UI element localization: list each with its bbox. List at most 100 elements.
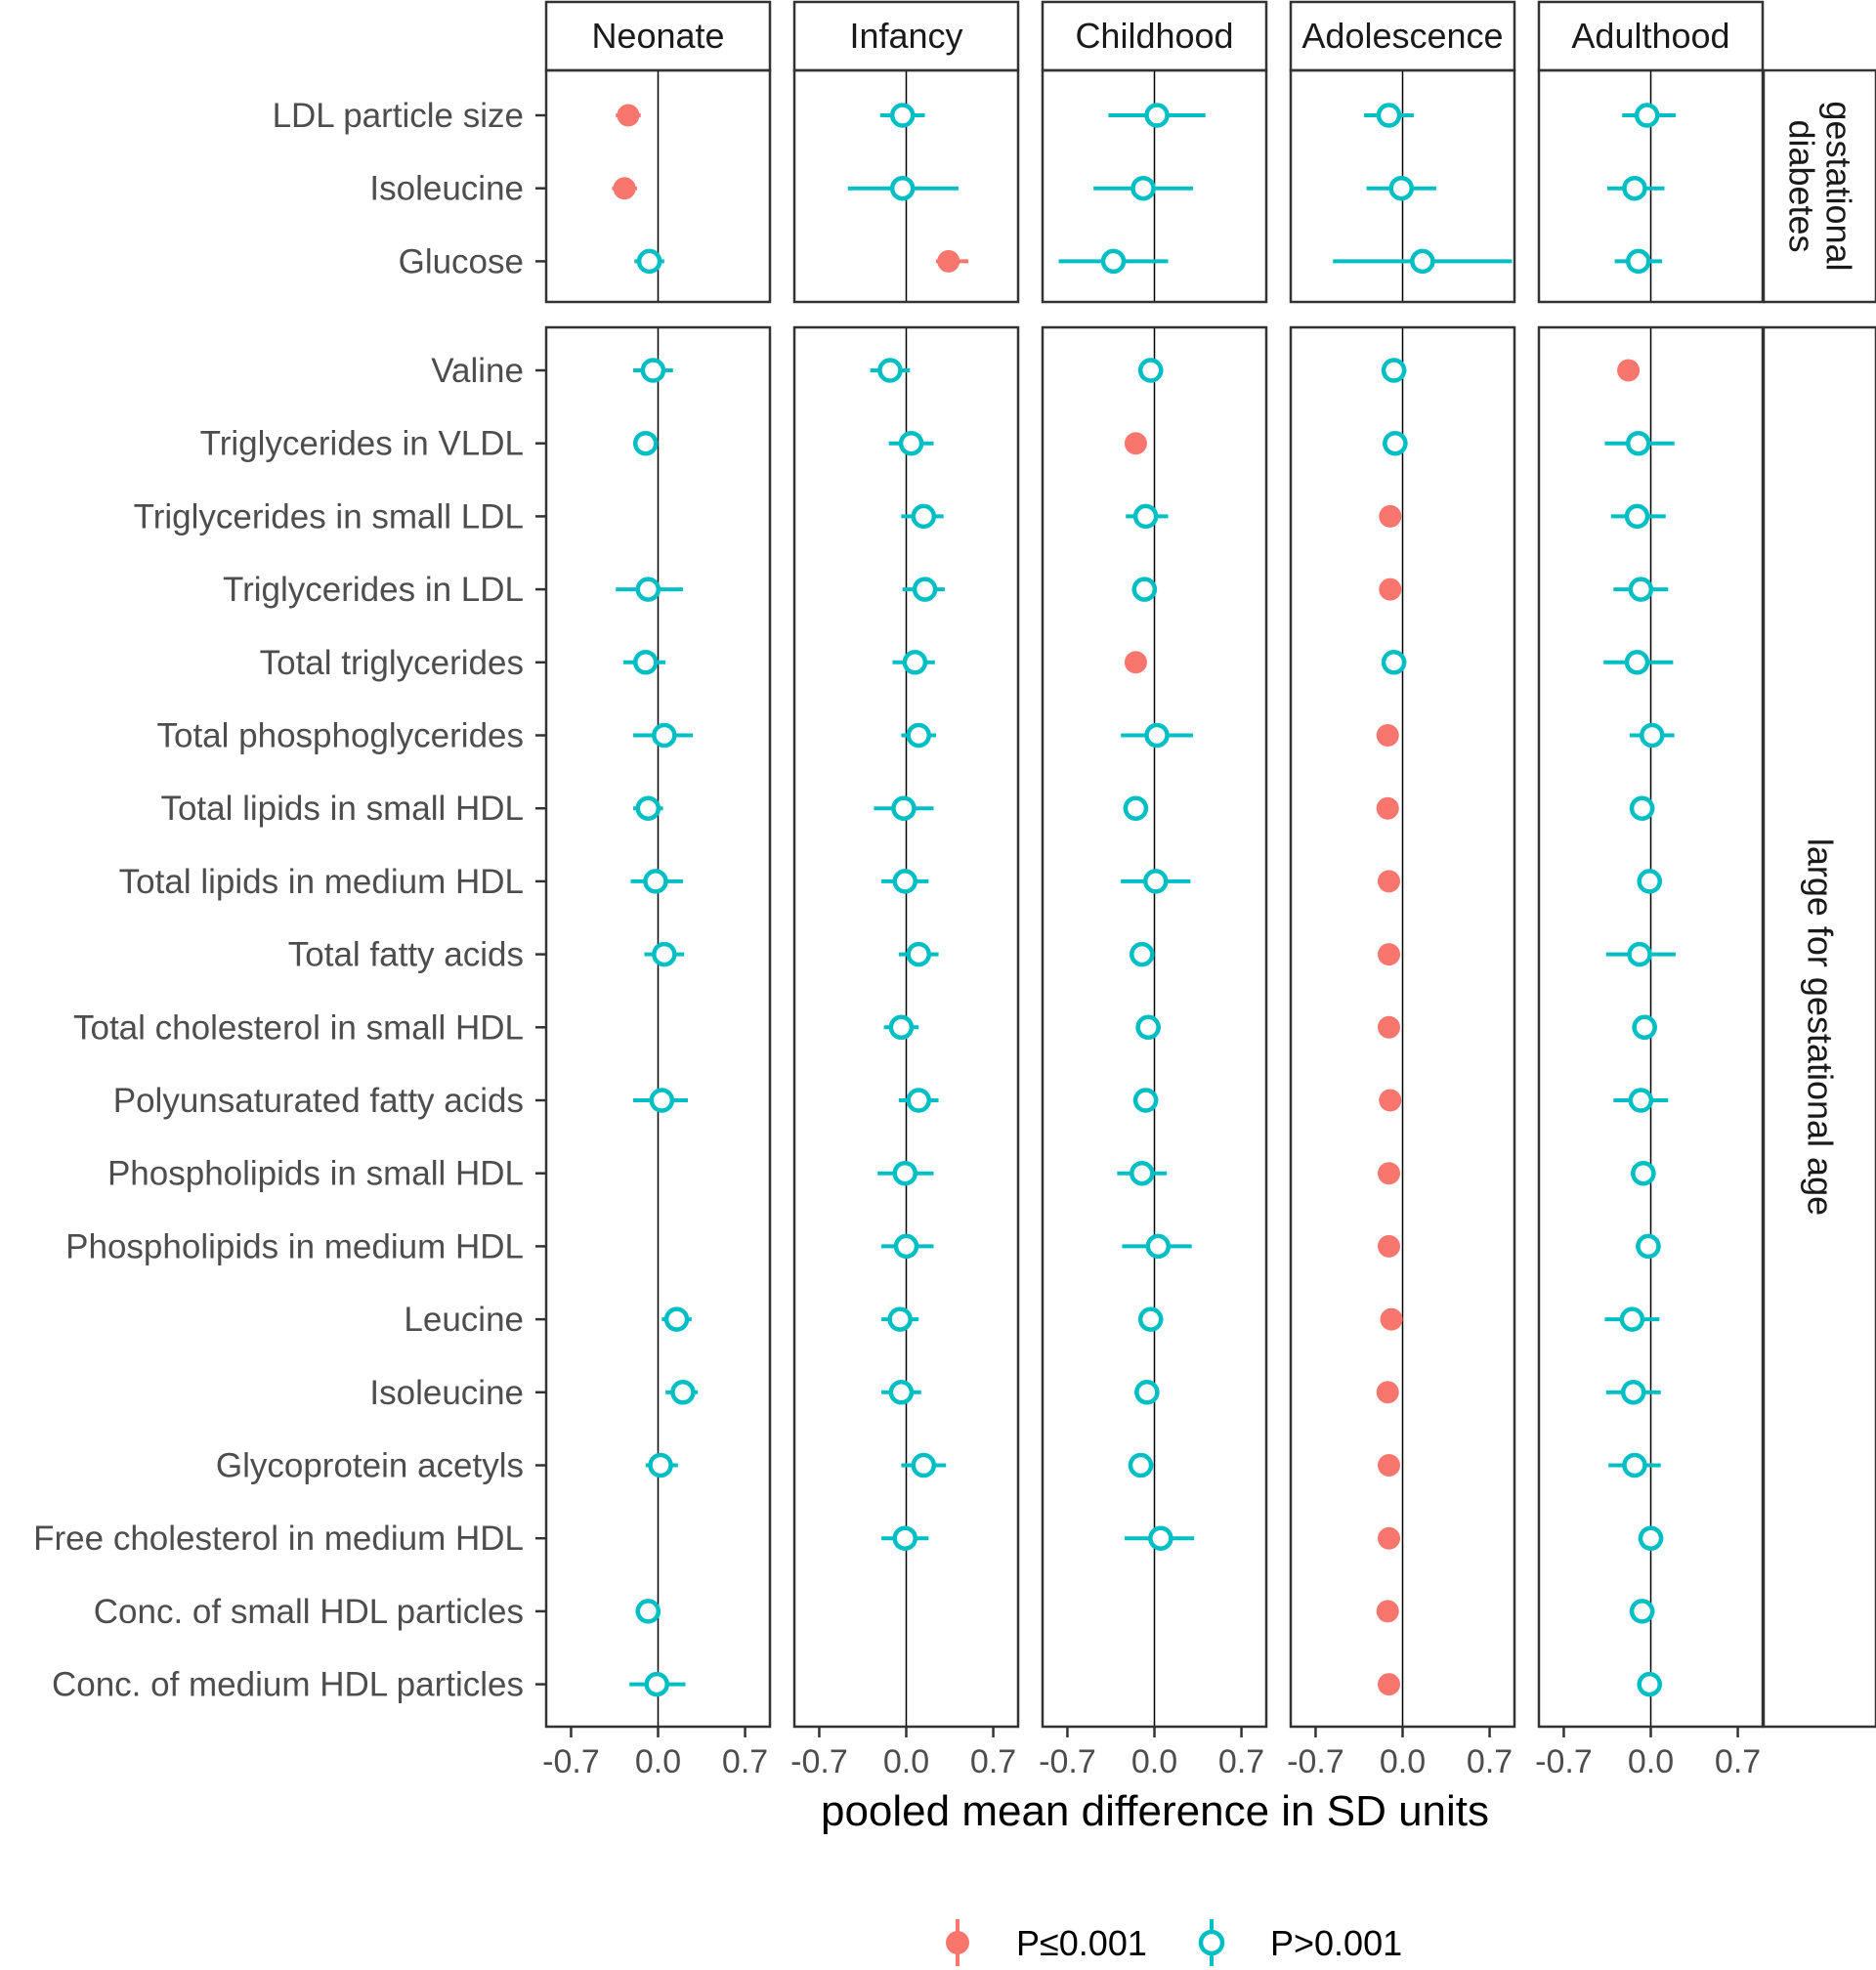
estimate-point-significant <box>1376 796 1399 820</box>
estimate-point-significant <box>1617 359 1641 382</box>
row-label: Free cholesterol in medium HDL <box>33 1520 524 1558</box>
facet-panel <box>1289 68 1516 304</box>
legend-label: P≤0.001 <box>1016 1923 1147 1963</box>
data-marks <box>612 103 1676 1697</box>
column-strip-label: Infancy <box>849 16 962 56</box>
estimate-point <box>670 1380 696 1405</box>
column-strip <box>544 0 772 72</box>
legend: P≤0.001 P>0.001 <box>946 1919 1402 1966</box>
estimate-point <box>635 577 661 602</box>
x-tick-label: 0.7 <box>1715 1743 1761 1780</box>
estimate-point <box>1135 1014 1161 1041</box>
estimate-point <box>643 869 668 894</box>
estimate-point <box>1388 175 1414 201</box>
estimate-point <box>1632 1014 1657 1041</box>
estimate-point-significant <box>1379 1089 1402 1112</box>
estimate-point <box>663 1306 690 1332</box>
estimate-point <box>906 1088 931 1113</box>
row-label: Polyunsaturated fatty acids <box>113 1082 524 1120</box>
estimate-point <box>887 1306 913 1332</box>
estimate-point-significant <box>1376 1381 1399 1404</box>
estimate-point-significant <box>1124 651 1147 674</box>
column-strip-label: Adulthood <box>1571 16 1729 56</box>
estimate-point <box>892 1525 917 1551</box>
column-strip <box>1289 0 1516 72</box>
estimate-point-significant <box>613 177 636 200</box>
estimate-point-significant <box>1378 1162 1401 1185</box>
estimate-point <box>911 503 937 530</box>
row-label: Glycoprotein acetyls <box>216 1447 524 1485</box>
x-tick-label: 0.7 <box>1218 1743 1264 1780</box>
row-label: Conc. of small HDL particles <box>94 1593 524 1631</box>
estimate-point <box>640 358 666 383</box>
estimate-point <box>1626 430 1651 456</box>
estimate-point <box>1628 1088 1654 1113</box>
estimate-point <box>1620 1380 1646 1405</box>
x-axis: -0.7 0.0 0.7 -0.7 0.0 0.7 -0.7 0.0 0.7 -0.7 0.0 0.7… <box>542 1727 1761 1780</box>
estimate-point-significant <box>1376 724 1399 747</box>
x-tick-label: 0.0 <box>1628 1743 1674 1780</box>
estimate-point <box>1128 1452 1154 1478</box>
x-tick-label: 0.7 <box>1467 1743 1513 1780</box>
estimate-point <box>1376 103 1402 128</box>
group-strip-label: large for gestational age <box>1801 838 1841 1216</box>
estimate-point <box>1619 1306 1645 1332</box>
estimate-point <box>877 358 903 383</box>
estimate-point <box>902 650 928 675</box>
estimate-point <box>898 430 924 456</box>
row-label: Leucine <box>404 1301 524 1339</box>
estimate-point <box>633 430 659 456</box>
row-label: Total phosphoglycerides <box>156 717 524 755</box>
estimate-point <box>636 248 662 275</box>
estimate-point <box>1638 1525 1664 1551</box>
estimate-point <box>1637 869 1662 894</box>
facet-strips: Neonate Infancy Childhood Adolescence Adulth… <box>544 0 1876 1729</box>
column-strip-label: Neonate <box>591 16 724 56</box>
estimate-point <box>1144 103 1170 128</box>
estimate-point-significant <box>1124 432 1147 455</box>
estimate-point <box>1624 650 1650 675</box>
estimate-point <box>889 103 916 128</box>
x-tick-label: -0.7 <box>542 1743 600 1780</box>
x-tick-label: 0.0 <box>1380 1743 1426 1780</box>
estimate-point <box>1144 722 1170 749</box>
group-strip-label: gestationaldiabetes <box>1782 101 1859 271</box>
facet-panel <box>1537 68 1765 304</box>
estimate-point <box>1640 722 1665 749</box>
estimate-point <box>1624 503 1650 530</box>
estimate-point <box>1137 358 1164 383</box>
estimate-point <box>906 941 931 967</box>
row-label: Total cholesterol in small HDL <box>73 1008 524 1047</box>
row-label: Isoleucine <box>369 170 524 208</box>
estimate-point-significant <box>1378 1454 1401 1477</box>
estimate-point-significant <box>1378 1234 1401 1258</box>
row-label: Total triglycerides <box>260 644 524 682</box>
estimate-point-significant <box>617 104 640 127</box>
estimate-point-significant <box>1378 1526 1401 1550</box>
x-tick-label: 0.0 <box>635 1743 681 1780</box>
row-label: Isoleucine <box>369 1374 524 1412</box>
facet-panel <box>792 68 1020 304</box>
estimate-point <box>1629 1599 1655 1624</box>
estimate-point <box>1132 1088 1159 1113</box>
estimate-point <box>1631 1160 1656 1186</box>
x-tick-label: -0.7 <box>1535 1743 1593 1780</box>
row-label: Total lipids in medium HDL <box>119 863 524 901</box>
estimate-point <box>1628 577 1654 602</box>
estimate-point <box>1130 1160 1155 1186</box>
legend-key-open <box>1198 1929 1225 1956</box>
column-strip-label: Childhood <box>1075 16 1233 56</box>
x-tick-label: 0.0 <box>1131 1743 1177 1780</box>
estimate-point <box>892 1160 917 1186</box>
estimate-point <box>1145 1233 1172 1260</box>
estimate-point <box>633 650 659 675</box>
row-label: Phospholipids in small HDL <box>107 1155 524 1193</box>
estimate-point-significant <box>1376 1600 1399 1623</box>
x-tick-label: 0.7 <box>970 1743 1016 1780</box>
facet-panel <box>1041 68 1268 304</box>
row-label: LDL particle size <box>273 97 524 135</box>
estimate-point <box>1130 941 1155 967</box>
estimate-point-significant <box>1378 1015 1401 1039</box>
estimate-point <box>912 577 938 602</box>
estimate-point <box>1123 795 1149 821</box>
